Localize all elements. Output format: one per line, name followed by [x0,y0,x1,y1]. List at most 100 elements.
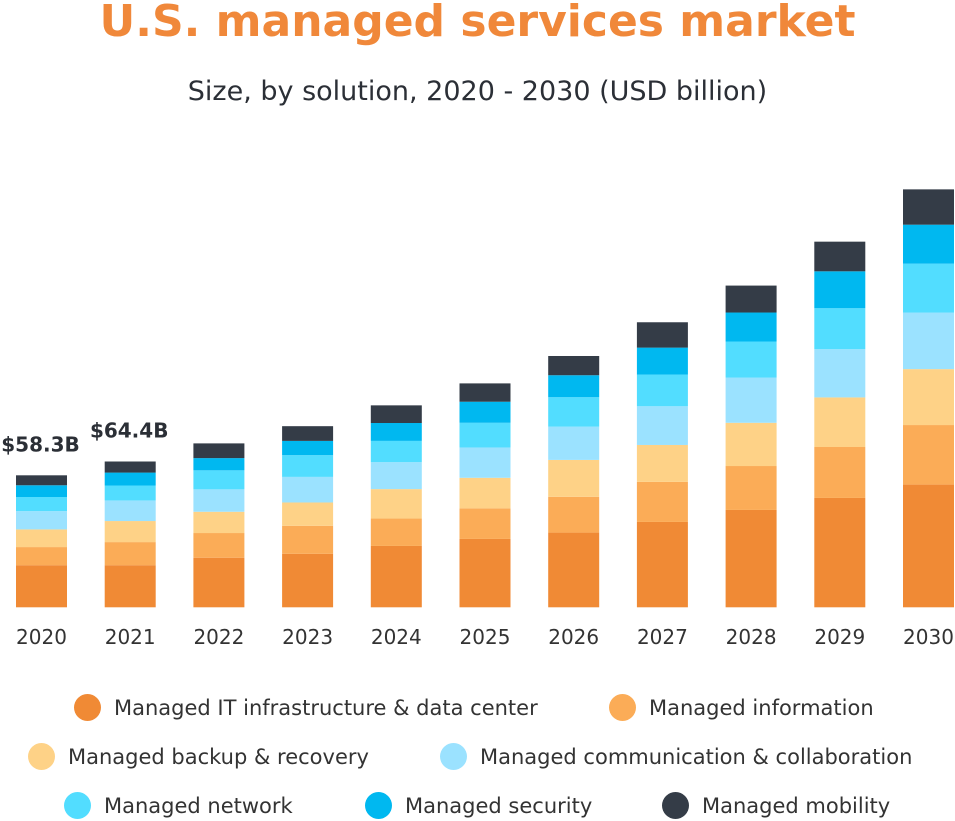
bar-segment-2028-5 [725,312,777,342]
bar-segment-2022-4 [193,470,245,490]
bar-segment-2020-2 [16,529,67,548]
legend-item-it-infrastructure: Managed IT infrastructure & data center [74,694,538,721]
bar-segment-2027-2 [636,444,688,482]
bar-segment-2030-2 [903,369,954,426]
bar-segment-2028-2 [725,422,777,467]
x-tick-label: 2027 [637,625,688,649]
bar-segment-2021-2 [104,521,156,543]
chart-subtitle: Size, by solution, 2020 - 2030 (USD bill… [187,76,768,107]
bar-segment-2029-6 [814,241,866,272]
bar-segment-2029-2 [814,397,866,448]
bar-segment-2022-5 [193,458,245,471]
bar-segment-2029-1 [814,447,866,498]
legend-item-security: Managed security [365,792,592,819]
bar-segment-2020-4 [16,497,67,512]
bar-segment-2023-0 [282,553,334,608]
legend-swatch [64,792,91,819]
legend-swatch [662,792,689,819]
bar-segment-2025-3 [459,447,511,478]
bar-segment-2030-3 [903,312,954,370]
bar-segment-2026-6 [548,355,600,376]
bar-segment-2023-6 [282,426,334,441]
x-tick-label: 2021 [105,625,156,649]
bar-segment-2026-3 [548,426,600,460]
bar-segment-2020-6 [16,475,67,486]
legend-item-mobility: Managed mobility [662,792,890,819]
legend-swatch [365,792,392,819]
bar-segment-2026-1 [548,496,600,533]
x-tick-label: 2020 [16,625,67,649]
x-tick-label: 2022 [193,625,244,649]
bar-segment-2023-4 [282,455,334,477]
bar-segment-2027-1 [636,481,688,522]
bar-segment-2024-3 [370,462,422,490]
legend-swatch [74,694,101,721]
bar-segment-2022-0 [193,557,245,608]
bar-segment-2022-6 [193,443,245,459]
bar-segment-2029-4 [814,308,866,350]
legend-swatch [28,743,55,770]
legend-label: Managed communication & collaboration [480,744,913,769]
x-tick-label: 2029 [814,625,865,649]
bar-segment-2030-4 [903,263,954,313]
legend-label: Managed network [104,793,293,818]
x-tick-label: 2025 [460,625,511,649]
bar-segment-2027-3 [636,406,688,445]
bar-segment-2023-2 [282,502,334,526]
bar-segment-2020-0 [16,565,67,608]
x-tick-label: 2023 [282,625,333,649]
bar-segment-2029-0 [814,497,866,608]
x-tick-label: 2030 [903,625,954,649]
bar-segment-2024-0 [370,545,422,608]
bar-segment-2027-4 [636,374,688,407]
total-data-label: $64.4B [90,418,169,442]
bar-segment-2021-4 [104,485,156,501]
bar-segment-2030-6 [903,189,954,225]
bar-segment-2021-3 [104,500,156,522]
bar-segment-2024-2 [370,489,422,519]
bar-segment-2028-1 [725,466,777,510]
bar-segment-2029-5 [814,271,866,309]
bar-segment-2022-1 [193,533,245,558]
bar-segment-2024-6 [370,405,422,424]
bar-segment-2025-6 [459,383,511,402]
legend-label: Managed security [405,793,593,818]
bar-segment-2030-5 [903,224,954,264]
legend-label: Managed information [649,695,874,720]
bar-segment-2028-0 [725,509,777,608]
bar-segment-2024-5 [370,423,422,441]
legend-label: Managed backup & recovery [68,744,369,769]
legend-label: Managed mobility [702,793,891,818]
bar-segment-2023-3 [282,476,334,503]
bar-segment-2030-1 [903,425,954,485]
bar-segment-2026-5 [548,375,600,398]
total-data-label: $58.3B [1,432,80,456]
x-tick-label: 2026 [548,625,599,649]
legend-item-backup: Managed backup & recovery [28,743,369,770]
bar-segment-2028-3 [725,377,777,423]
bar-segment-2028-4 [725,341,777,378]
bar-segment-2027-6 [636,322,688,348]
stacked-bar-chart: 2020 $58.3B 2021 $64.4B 2022 2023 2024 2025 2026… [1,189,954,649]
bar-segment-2024-1 [370,518,422,546]
legend-item-information: Managed information [609,694,874,721]
legend-item-network: Managed network [64,792,293,819]
bar-segment-2025-1 [459,508,511,539]
bar-segment-2023-1 [282,525,334,554]
bar-segment-2024-4 [370,440,422,463]
bar-segment-2026-4 [548,397,600,427]
bar-segment-2025-2 [459,477,511,509]
bar-segment-2020-1 [16,547,67,566]
bar-segment-2028-6 [725,285,777,313]
x-tick-label: 2024 [371,625,422,649]
bar-segment-2025-4 [459,422,511,448]
legend-swatch [440,743,467,770]
bar-segment-2021-1 [104,542,156,566]
bar-segment-2020-5 [16,485,67,498]
bar-segment-2026-2 [548,459,600,497]
bar-segment-2030-0 [903,484,954,608]
bar-segment-2026-0 [548,532,600,608]
bar-segment-2020-3 [16,511,67,530]
bar-segment-2021-5 [104,472,156,486]
bar-segment-2029-3 [814,349,866,398]
